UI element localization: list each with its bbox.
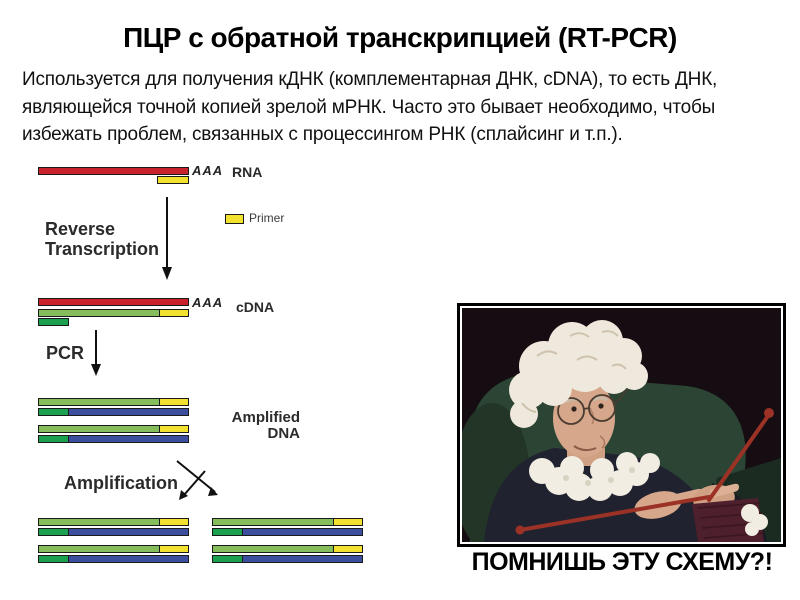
product-bottom-strand [212,555,363,563]
amplified-dna-top-strand [38,425,189,433]
pcr-arrow-icon [91,330,101,376]
intro-line-2: являющейся точной копией зрелой мРНК. Ча… [22,96,716,118]
rna-strand-bar [38,167,189,175]
meme-caption: ПОМНИШЬ ЭТУ СХЕМУ?! [471,548,773,576]
intro-line-3: избежать проблем, связанных с процессинг… [22,124,623,145]
cdna-label: cDNA [236,299,275,315]
polya-tail-label-rna: AAA [192,163,224,178]
intro-paragraph: Используется для получения кДНК (комплем… [22,66,770,149]
amplification-label: Amplification [64,473,179,493]
product-top-strand [38,545,189,553]
product-bottom-strand [38,555,189,563]
reverse-transcription-arrow-icon [162,197,172,280]
intro-line-1: Используется для получения кДНК (комплем… [22,69,718,90]
rna-strand-segment [38,167,189,175]
product-top-strand [38,518,189,526]
product-top-strand [212,545,363,553]
grandma-knitting-photo [454,303,786,553]
product-bottom-strand [38,528,189,536]
primer-bar [157,176,189,184]
reverse-transcription-label: Reverse Transcription [45,219,160,259]
primer-legend-swatch [225,214,244,224]
amplified-dna-bottom-strand [38,408,189,416]
rna-label: RNA [232,164,263,180]
cdna-short-strand-bar [38,318,69,326]
amplified-dna-top-strand [38,398,189,406]
cdna-rna-template-bar [38,298,189,306]
cdna-first-strand-bar [38,309,189,317]
product-top-strand [212,518,363,526]
amplified-dna-label: Amplified DNA [231,409,300,442]
grandma-knitting-illustration [454,308,781,553]
page-title: ПЦР с обратной транскрипцией (RT-PCR) [123,22,677,53]
product-bottom-strand [212,528,363,536]
amplification-fork-arrows-icon [176,460,218,500]
pcr-label: PCR [46,343,85,363]
primer-legend-label: Primer [249,211,285,225]
polya-tail-label-cdna: AAA [192,295,224,310]
primer-segment [157,176,189,184]
amplified-dna-bottom-strand [38,435,189,443]
